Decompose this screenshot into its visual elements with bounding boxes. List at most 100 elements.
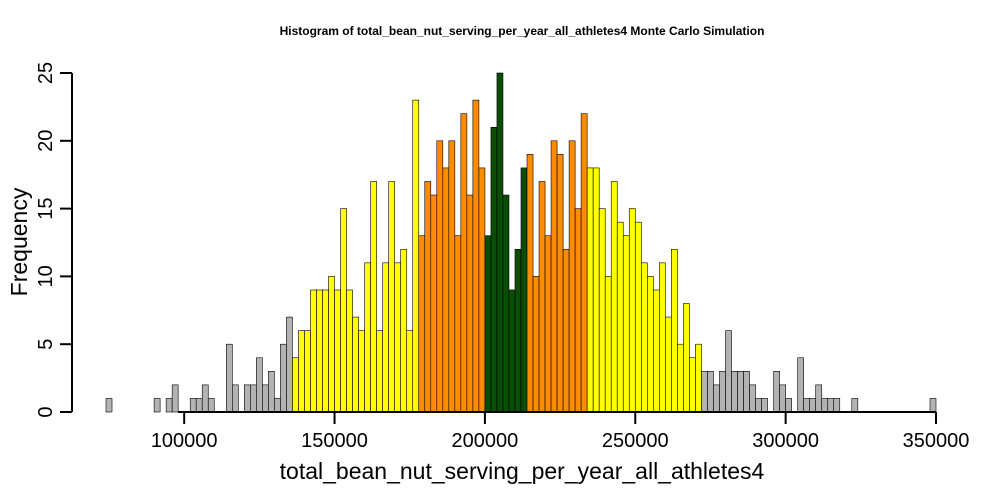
- histogram-bar: [815, 384, 823, 413]
- histogram-bar: [478, 167, 486, 413]
- histogram-bar: [731, 371, 738, 413]
- histogram-bar: [207, 398, 215, 413]
- histogram-bar: [370, 181, 377, 413]
- histogram-bar: [713, 384, 720, 413]
- histogram-bar: [171, 384, 179, 413]
- histogram-bar: [616, 221, 624, 413]
- chart-title: Histogram of total_bean_nut_serving_per_…: [280, 24, 765, 38]
- histogram-bar: [665, 316, 672, 413]
- histogram-bar: [364, 262, 371, 413]
- x-tick-label: 350000: [903, 430, 970, 452]
- histogram-bar: [436, 140, 444, 413]
- histogram-bar: [268, 371, 275, 413]
- histogram-bar: [418, 235, 426, 413]
- histogram-bar: [442, 167, 450, 413]
- histogram-bar: [779, 384, 786, 413]
- histogram-bar: [833, 398, 841, 413]
- histogram-bar: [809, 398, 817, 413]
- histogram-bar: [358, 330, 365, 413]
- histogram-bar: [105, 398, 113, 413]
- histogram-bar: [821, 398, 829, 413]
- histogram-bar: [562, 248, 570, 413]
- histogram-bar: [653, 289, 660, 413]
- histogram-bar: [466, 194, 474, 413]
- histogram-bar: [827, 398, 835, 413]
- histogram-bar: [352, 316, 359, 413]
- histogram-bar: [490, 126, 498, 413]
- histogram-bar: [803, 398, 810, 413]
- histogram-bar: [400, 248, 408, 413]
- histogram-bar: [797, 357, 804, 413]
- histogram-bar: [310, 289, 317, 413]
- histogram-bar: [929, 398, 937, 413]
- histogram-bar: [280, 343, 287, 413]
- histogram-bar: [526, 154, 534, 413]
- histogram-bar: [424, 181, 432, 413]
- x-tick-label: 300000: [752, 430, 819, 452]
- histogram-bar: [256, 357, 263, 413]
- histogram-bar: [514, 248, 522, 413]
- histogram-bar: [568, 140, 576, 413]
- histogram-bar: [382, 262, 389, 413]
- histogram-bar: [508, 289, 516, 413]
- histogram-bar: [610, 181, 618, 413]
- histogram-bar: [244, 384, 251, 413]
- histogram-bar: [677, 343, 684, 413]
- histogram-bar: [761, 398, 768, 413]
- histogram-bar: [448, 140, 456, 413]
- histogram-bar: [737, 371, 744, 413]
- y-tick-label: 20: [35, 130, 57, 152]
- histogram-bar: [695, 343, 702, 413]
- histogram-bar: [532, 276, 540, 413]
- histogram-bar: [322, 289, 329, 413]
- histogram-bar: [430, 194, 438, 413]
- histogram-bar: [598, 208, 606, 413]
- histogram-bar: [316, 289, 323, 413]
- histogram-bar: [743, 371, 750, 413]
- histogram-bar: [394, 262, 402, 413]
- histogram-bar: [671, 248, 678, 413]
- y-tick-label: 0: [35, 406, 57, 417]
- histogram-bar: [580, 113, 588, 413]
- histogram-bar: [412, 99, 420, 413]
- histogram-bar: [689, 357, 696, 413]
- histogram-bar: [346, 289, 353, 413]
- histogram-bar: [773, 371, 780, 413]
- histogram-bar: [388, 181, 395, 413]
- histogram-bar: [165, 398, 173, 413]
- histogram-bar: [376, 330, 383, 413]
- x-tick-label: 150000: [301, 430, 368, 452]
- histogram-bar: [634, 221, 642, 413]
- histogram-bar: [683, 303, 690, 413]
- histogram-bar: [406, 330, 414, 413]
- histogram-bar: [851, 398, 859, 413]
- histogram-bar: [749, 384, 756, 413]
- x-tick-label: 100000: [151, 430, 218, 452]
- x-tick-label: 250000: [602, 430, 669, 452]
- histogram-bar: [622, 235, 630, 413]
- histogram-bar: [701, 371, 708, 413]
- histogram-bar: [340, 208, 347, 413]
- histogram-bar: [544, 235, 552, 413]
- x-axis-label: total_bean_nut_serving_per_year_all_athl…: [280, 458, 765, 484]
- histogram-bar: [195, 398, 203, 413]
- histogram-bar: [592, 167, 600, 413]
- histogram-bar: [460, 113, 468, 413]
- histogram-bar: [250, 384, 257, 413]
- histogram-bar: [454, 235, 462, 413]
- histogram-bar: [659, 262, 666, 413]
- histogram-bar: [225, 343, 233, 413]
- histogram-bar: [640, 262, 648, 413]
- histogram-bar: [502, 194, 510, 413]
- y-tick-label: 15: [35, 197, 57, 219]
- histogram-bar: [286, 316, 293, 413]
- histogram-bar: [725, 330, 732, 413]
- histogram-bar: [538, 181, 546, 413]
- histogram-bar: [556, 154, 564, 413]
- histogram-bar: [298, 330, 305, 413]
- histogram-bar: [586, 167, 594, 413]
- bars-group: [105, 72, 937, 413]
- histogram-bar: [232, 384, 239, 413]
- histogram-bar: [153, 398, 161, 413]
